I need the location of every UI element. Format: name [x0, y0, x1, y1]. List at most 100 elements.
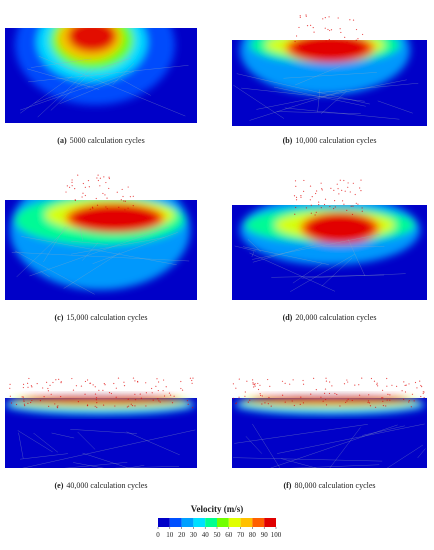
ejected-particle — [260, 394, 262, 397]
ejected-particle — [284, 401, 286, 403]
crack — [291, 464, 380, 468]
ejected-particle — [321, 189, 323, 191]
crack — [234, 424, 368, 444]
ejected-particle — [318, 204, 320, 206]
ejected-particle — [381, 397, 383, 399]
ejected-particle — [84, 393, 86, 395]
ejected-particle — [60, 381, 62, 383]
ejected-particle — [56, 407, 59, 409]
ejected-particle — [302, 383, 305, 385]
ejected-particle — [340, 31, 342, 34]
ejected-particle — [58, 378, 60, 380]
ejected-particle — [401, 390, 403, 392]
ejected-particle — [127, 398, 129, 400]
ejected-particle — [57, 405, 59, 407]
crack — [92, 232, 178, 264]
ejected-particle — [328, 16, 330, 18]
ejected-particle — [331, 385, 333, 387]
ejected-particle — [97, 174, 99, 176]
ejected-particle — [96, 177, 98, 179]
ejected-particle — [95, 399, 97, 401]
caption-text: 80,000 calculation cycles — [294, 481, 375, 490]
ejected-particle — [345, 401, 347, 404]
ejected-particle — [65, 191, 67, 193]
panel-caption: (b) 10,000 calculation cycles — [283, 136, 377, 145]
panel-label: (d) — [283, 313, 293, 322]
crack — [17, 430, 53, 453]
ejected-particle — [408, 401, 410, 403]
ejected-particle — [361, 207, 363, 209]
ejected-particle — [281, 394, 284, 396]
ejected-particle — [131, 404, 134, 407]
ejected-particle — [96, 406, 98, 408]
ejected-particle — [411, 393, 414, 395]
ejected-particle — [82, 182, 84, 185]
ejected-particle — [349, 46, 351, 48]
ejected-particle — [186, 400, 189, 402]
ejected-particle — [420, 384, 422, 387]
colorbar-tick-label: 0 — [156, 531, 160, 539]
ejected-particle — [71, 185, 73, 187]
ejected-particle — [127, 186, 129, 188]
crack — [82, 242, 99, 261]
ejected-particle — [292, 379, 294, 381]
ejected-particle — [294, 213, 296, 215]
ejected-particle — [124, 200, 126, 202]
ejected-particle — [299, 16, 301, 18]
simulation-panel — [5, 200, 197, 300]
crack — [256, 79, 407, 110]
ejected-particle — [110, 392, 112, 395]
crack — [63, 252, 121, 289]
ejected-particle — [352, 182, 354, 184]
crack — [71, 237, 165, 255]
ejected-particle — [386, 385, 388, 387]
colorbar-cell — [181, 518, 194, 527]
panel-label: (e) — [55, 481, 64, 490]
crack — [233, 84, 285, 119]
ejected-particle — [323, 392, 326, 394]
ejected-particle — [325, 48, 328, 50]
crack — [20, 85, 91, 111]
ejected-particle — [31, 386, 33, 388]
ejected-particle — [336, 183, 338, 185]
ejected-particle — [324, 398, 327, 401]
ejected-particle — [310, 212, 312, 214]
ejected-particle — [312, 26, 314, 29]
crack — [247, 239, 261, 252]
ejected-particle — [99, 185, 101, 187]
ejected-particle — [140, 397, 143, 399]
ejected-particle — [259, 384, 261, 386]
crack — [59, 79, 119, 104]
ejected-particle — [369, 405, 372, 407]
ejected-particle — [311, 195, 313, 198]
ejected-particle — [106, 208, 108, 210]
ejected-particle — [321, 188, 323, 190]
ejected-particle — [66, 185, 68, 187]
ejected-particle — [87, 179, 90, 182]
colorbar-cell — [205, 518, 217, 527]
ejected-particle — [329, 29, 331, 32]
ejected-particle — [22, 383, 25, 385]
crack — [79, 227, 83, 241]
ejected-particle — [267, 378, 269, 381]
ejected-particle — [302, 45, 304, 48]
ejected-particle — [21, 396, 23, 398]
ejected-particle — [30, 385, 33, 387]
crack — [20, 453, 68, 460]
ejected-particle — [376, 382, 378, 384]
ejected-particle — [422, 392, 424, 395]
ejected-particle — [169, 394, 172, 396]
ejected-particle — [106, 197, 108, 199]
ejected-particle — [97, 179, 99, 182]
ejected-particle — [347, 398, 349, 400]
crack — [20, 75, 73, 114]
ejected-particle — [389, 394, 391, 396]
velocity-field — [240, 40, 410, 95]
ejected-particle — [334, 206, 336, 208]
ejected-particle — [103, 176, 105, 178]
ejected-particle — [334, 392, 336, 395]
ejected-particle — [84, 186, 86, 188]
ejected-particle — [343, 179, 345, 182]
crack — [283, 72, 377, 79]
ejected-particle — [306, 25, 309, 27]
